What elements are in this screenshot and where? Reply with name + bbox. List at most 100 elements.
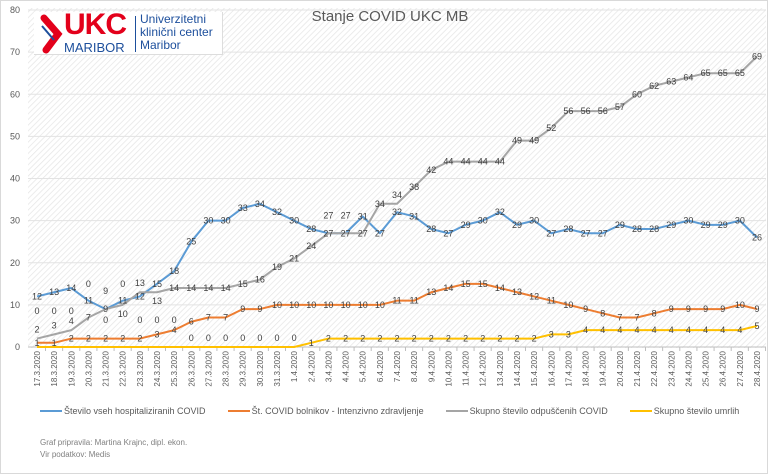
legend-label: Število vseh hospitaliziranih COVID	[64, 406, 206, 416]
data-label: 32	[272, 207, 282, 217]
x-tick-label: 17.3.2020	[33, 350, 42, 386]
series-line-3	[36, 55, 758, 340]
data-label: 14	[443, 283, 453, 293]
data-label: 0	[257, 333, 262, 343]
data-label: 27	[358, 228, 368, 238]
x-tick-label: 25.4.2020	[702, 350, 711, 386]
x-tick-label: 13.4.2020	[496, 350, 505, 386]
data-label: 3	[549, 329, 554, 339]
logo-line-1: Univerzitetni	[140, 12, 207, 26]
data-label: 3	[566, 329, 571, 339]
data-label: 30	[478, 216, 488, 226]
x-tick-label: 4.4.2020	[342, 350, 351, 382]
x-tick-label: 17.4.2020	[564, 350, 573, 386]
data-label: 11	[547, 296, 556, 306]
data-label: 2	[377, 334, 382, 344]
data-label: 2	[514, 334, 519, 344]
data-label: 56	[598, 106, 608, 116]
data-label: 7	[206, 313, 211, 323]
data-label: 5	[754, 321, 759, 331]
x-tick-label: 24.4.2020	[684, 350, 693, 386]
data-label: 2	[69, 334, 74, 344]
x-tick-label: 22.3.2020	[119, 350, 128, 386]
data-label: 60	[632, 89, 642, 99]
series-line-2	[37, 282, 758, 344]
x-tick-label: 23.4.2020	[667, 350, 676, 386]
x-tick-label: 16.4.2020	[547, 350, 556, 386]
data-label: 63	[666, 77, 676, 87]
data-label: 27	[443, 228, 453, 238]
data-label: 4	[703, 325, 708, 335]
data-label: 30	[289, 216, 299, 226]
legend-item-hospitalized: Število vseh hospitaliziranih COVID	[40, 406, 206, 416]
data-label: 2	[412, 334, 417, 344]
data-label: 56	[581, 106, 591, 116]
chart-title: Stanje COVID UKC MB	[311, 8, 469, 25]
data-label: 27	[598, 228, 608, 238]
data-label: 2	[103, 334, 108, 344]
x-tick-label: 31.3.2020	[273, 350, 282, 386]
data-label: 0	[154, 315, 159, 325]
data-label: 14	[169, 283, 179, 293]
data-label: 19	[272, 262, 282, 272]
y-tick-label: 70	[10, 47, 20, 57]
data-label: 11	[392, 296, 401, 306]
x-tick-label: 23.3.2020	[136, 350, 145, 386]
data-label: 33	[238, 203, 248, 213]
footer-author: Graf pripravila: Martina Krajnc, dipl. e…	[40, 438, 188, 447]
data-label: 9	[669, 304, 674, 314]
y-tick-label: 30	[10, 216, 20, 226]
legend-swatch	[445, 410, 468, 412]
data-label: 2	[34, 325, 39, 335]
data-label: 27	[323, 210, 333, 220]
legend-swatch	[227, 410, 250, 412]
data-label: 14	[203, 283, 213, 293]
y-tick-label: 80	[10, 5, 20, 15]
y-tick-label: 10	[10, 300, 20, 310]
data-label: 34	[392, 190, 402, 200]
logo-line-2: klinični center	[140, 25, 213, 39]
x-tick-label: 21.4.2020	[633, 350, 642, 386]
logo-brand: UKC	[64, 8, 127, 41]
x-tick-label: 1.4.2020	[290, 350, 299, 382]
data-label: 65	[701, 68, 711, 78]
ukc-logo-symbol-icon	[40, 14, 63, 54]
data-label: 9	[240, 304, 245, 314]
data-label: 4	[686, 325, 691, 335]
x-tick-label: 29.3.2020	[239, 350, 248, 386]
legend-label: Skupno število umrlih	[653, 406, 740, 416]
data-label: 34	[255, 199, 265, 209]
data-label: 11	[409, 296, 418, 306]
data-label: 18	[169, 266, 179, 276]
y-tick-label: 50	[10, 131, 20, 141]
data-label: 2	[360, 334, 365, 344]
data-label: 13	[512, 287, 522, 297]
x-tick-label: 5.4.2020	[359, 350, 368, 382]
data-label: 4	[737, 325, 742, 335]
data-label: 9	[686, 304, 691, 314]
data-label: 9	[720, 304, 725, 314]
data-label: 4	[652, 325, 657, 335]
x-tick-label: 27.3.2020	[204, 350, 213, 386]
data-label: 4	[69, 316, 74, 326]
data-label: 44	[495, 157, 505, 167]
x-tick-label: 28.4.2020	[753, 350, 762, 386]
data-label: 0	[292, 333, 297, 343]
data-label: 15	[238, 279, 248, 289]
data-label: 27	[341, 228, 351, 238]
data-label: 29	[615, 220, 625, 230]
data-label: 15	[152, 279, 162, 289]
y-tick-label: 40	[10, 174, 20, 184]
footer-source: Vir podatkov: Medis	[40, 450, 111, 459]
data-label: 2	[446, 334, 451, 344]
data-label: 13	[49, 287, 59, 297]
data-label: 10	[289, 300, 299, 310]
data-label: 13	[152, 296, 162, 306]
logo-city: MARIBOR	[64, 40, 125, 55]
x-tick-label: 26.4.2020	[719, 350, 728, 386]
data-label: 9	[103, 304, 108, 314]
legend-item-icu: Št. COVID bolnikov - Intenzivno zdravlje…	[227, 406, 424, 416]
data-label: 0	[206, 333, 211, 343]
data-label: 42	[426, 165, 436, 175]
